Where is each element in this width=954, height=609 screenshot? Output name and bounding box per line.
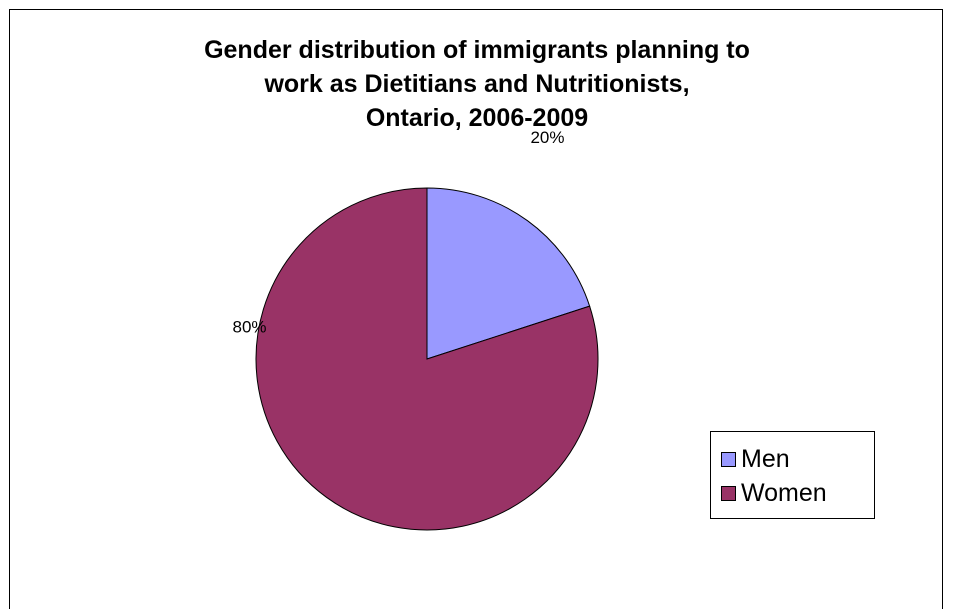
chart-title-line-3: Ontario, 2006-2009 — [365, 104, 589, 132]
data-label-men: 20% — [530, 128, 564, 147]
legend-swatch-men — [721, 451, 736, 467]
pie-slice-men — [426, 187, 591, 360]
data-label-women: 80% — [232, 318, 266, 337]
chart-title: Gender distribution of immigrants planni… — [0, 33, 954, 135]
legend-label-men: Men — [741, 444, 790, 473]
legend-item-women: Women — [721, 478, 827, 508]
chart-title-line-1: Gender distribution of immigrants planni… — [204, 36, 750, 64]
legend-swatch-women — [721, 485, 736, 501]
pie-slice-women — [255, 187, 599, 531]
legend-item-men: Men — [721, 444, 790, 474]
legend: Men Women — [710, 431, 875, 519]
chart-title-line-2: work as Dietitians and Nutritionists, — [264, 70, 690, 98]
legend-label-women: Women — [741, 478, 827, 507]
